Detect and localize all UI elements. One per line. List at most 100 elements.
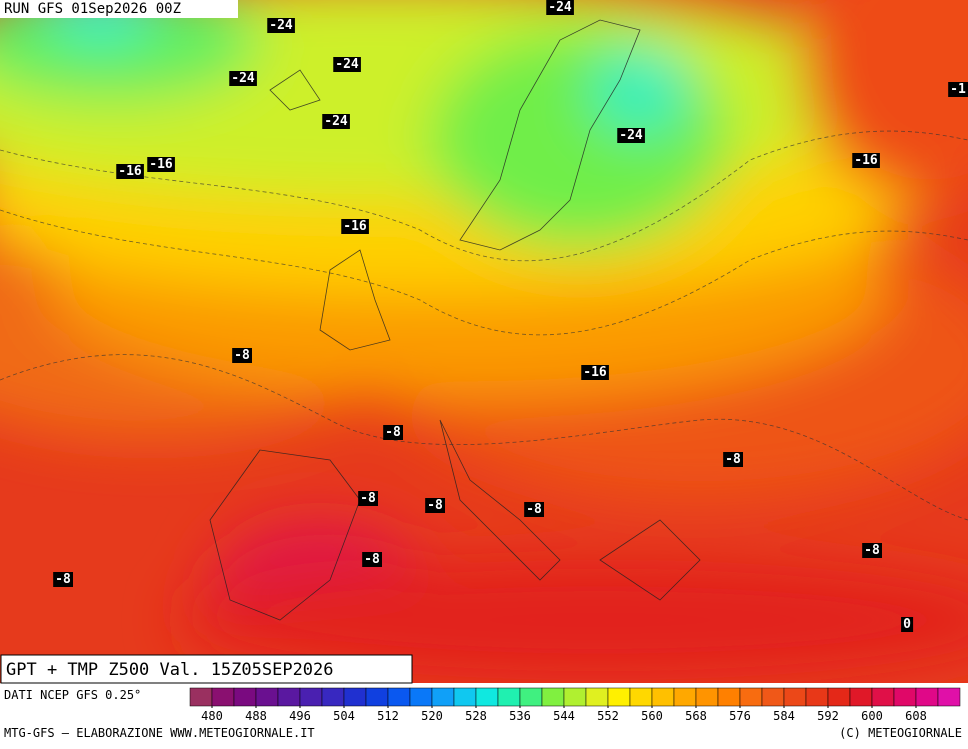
colorbar-label: 520 (421, 709, 443, 723)
isotherm-label: -8 (427, 498, 443, 513)
isotherm-label-bg (901, 617, 914, 632)
isotherm-label-bg (358, 491, 378, 506)
isotherm-label-bg (617, 128, 645, 143)
run-box (0, 0, 238, 18)
colorbar-swatch (805, 687, 829, 707)
colorbar-label: 576 (729, 709, 751, 723)
isotherm-label: -16 (149, 157, 173, 172)
isotherm-label-bg (322, 114, 350, 129)
colorbar-swatch (497, 687, 521, 707)
run-label: RUN GFS 01Sep2026 00Z (4, 1, 181, 17)
isotherm-label: -8 (360, 491, 376, 506)
colorbar-label: 512 (377, 709, 399, 723)
isotherm-label-bg (229, 71, 257, 86)
colorbar-swatch (607, 687, 631, 707)
colorbar-swatch (783, 687, 807, 707)
isotherm-label-bg (267, 18, 295, 33)
isotherm-label: -8 (385, 425, 401, 440)
colorbar-label: 568 (685, 709, 707, 723)
isotherm-label-bg (362, 552, 382, 567)
colorbar-swatch (585, 687, 609, 707)
colorbar-swatch (629, 687, 653, 707)
colorbar-label: 544 (553, 709, 575, 723)
colorbar-swatch (475, 687, 499, 707)
colorbar-label: 592 (817, 709, 839, 723)
isotherm-label: -24 (324, 114, 348, 129)
colorbar-swatch (717, 687, 741, 707)
isotherm-label-bg (862, 543, 882, 558)
colorbar-swatch (277, 687, 301, 707)
isotherm-label-bg (341, 219, 369, 234)
isotherm-label: -16 (583, 365, 607, 380)
colorbar-swatch (189, 687, 213, 707)
isotherm-label-bg (425, 498, 445, 513)
coastlines (209, 19, 701, 621)
isotherm-label: -8 (234, 348, 250, 363)
map-title: GPT + TMP Z500 Val. 15Z05SEP2026 (6, 660, 334, 680)
colorbar-swatch (321, 687, 345, 707)
colorbar-swatch (233, 687, 257, 707)
colorbar-label: 600 (861, 709, 883, 723)
colorbar-swatch (343, 687, 367, 707)
isotherm-label-bg (852, 153, 880, 168)
colorbar-label: 536 (509, 709, 531, 723)
isotherm-label: -1 (950, 82, 966, 97)
colorbar-swatch (739, 687, 763, 707)
colorbar-swatch (299, 687, 323, 707)
colorbar-swatch (387, 687, 411, 707)
isotherm-label-bg (147, 157, 175, 172)
colorbar-swatch (409, 687, 433, 707)
colorbar-label: 480 (201, 709, 223, 723)
colorbar-label: 528 (465, 709, 487, 723)
colorbar-swatch (761, 687, 785, 707)
colorbar-swatch (849, 687, 873, 707)
isotherm-label-bg (581, 365, 609, 380)
source-label: DATI NCEP GFS 0.25° (4, 688, 141, 702)
colorbar-swatch (651, 687, 675, 707)
isotherm-label: -24 (231, 71, 255, 86)
isotherm-label: -24 (548, 0, 572, 15)
colorbar-swatch (695, 687, 719, 707)
colorbar-swatch (673, 687, 697, 707)
isotherm-label: -24 (335, 57, 359, 72)
isotherm-label-bg (546, 0, 574, 15)
isotherm-label: -16 (854, 153, 878, 168)
isotherm-label: 0 (903, 617, 911, 632)
isotherm-label: -8 (55, 572, 71, 587)
colorbar-swatch (255, 687, 279, 707)
colorbar-swatch (541, 687, 565, 707)
isotherm-label: -8 (526, 502, 542, 517)
colorbar-swatch (365, 687, 389, 707)
isotherm-label-bg (232, 348, 252, 363)
map-field (0, 0, 968, 683)
colorbar-label: 560 (641, 709, 663, 723)
colorbar-label: 488 (245, 709, 267, 723)
colorbar-swatch (871, 687, 895, 707)
colorbar-swatch (915, 687, 939, 707)
colorbar-label: 608 (905, 709, 927, 723)
isotherm-label: -24 (269, 18, 293, 33)
isotherm-label-bg (524, 502, 544, 517)
isotherm-label: -16 (118, 164, 142, 179)
isotherm-label-bg (53, 572, 73, 587)
footer-left: MTG-GFS — ELABORAZIONE WWW.METEOGIORNALE… (4, 726, 315, 740)
colorbar-label: 584 (773, 709, 795, 723)
title-box (0, 654, 413, 684)
colorbar-swatch (453, 687, 477, 707)
colorbar-label: 552 (597, 709, 619, 723)
colorbar-label: 504 (333, 709, 355, 723)
isotherm-label-bg (723, 452, 743, 467)
isotherm-label: -8 (364, 552, 380, 567)
colorbar-swatch (937, 687, 961, 707)
isotherm-label: -8 (725, 452, 741, 467)
colorbar-label: 496 (289, 709, 311, 723)
isotherm-label-bg (116, 164, 144, 179)
colorbar-swatch (827, 687, 851, 707)
isotherm-label-bg (948, 82, 968, 97)
isotherm-label-bg (383, 425, 403, 440)
isotherms (0, 130, 968, 521)
isotherm-label: -16 (343, 219, 367, 234)
isotherm-label: -24 (619, 128, 643, 143)
colorbar-swatch (563, 687, 587, 707)
